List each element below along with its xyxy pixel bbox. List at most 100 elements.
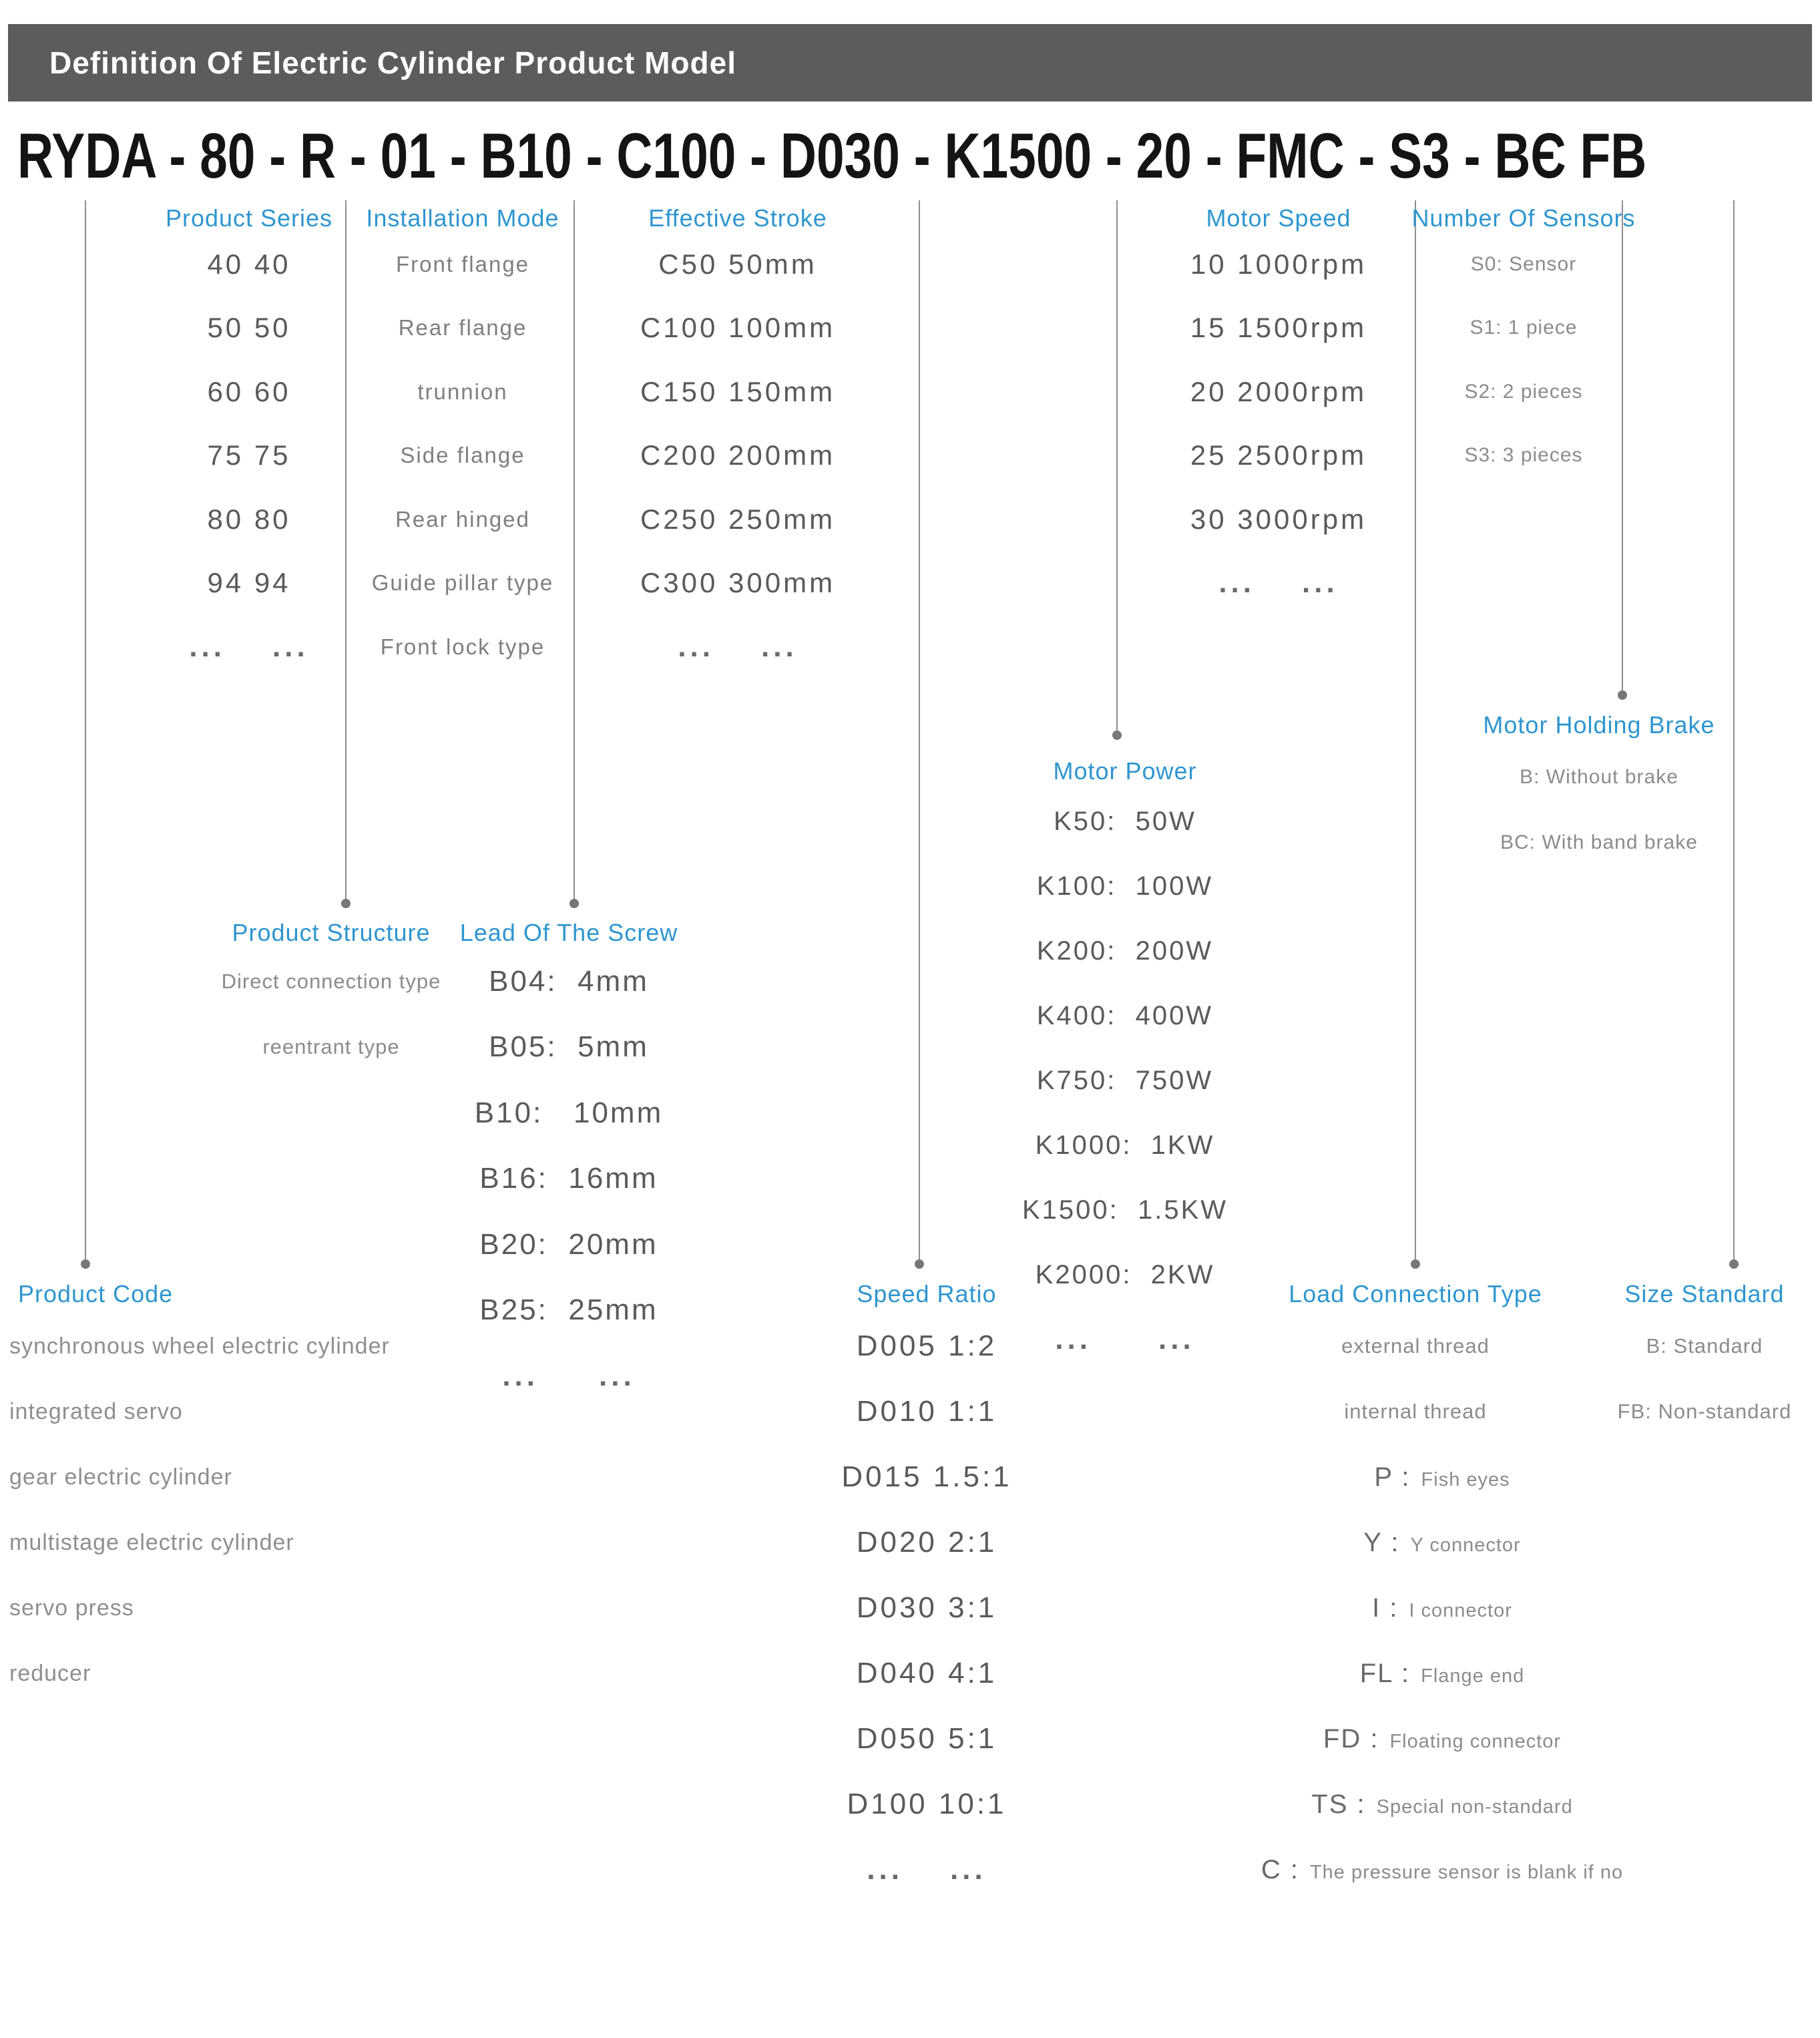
motor-speed-item: 30 3000rpm [1190,503,1367,535]
effective-stroke-item: C250 250mm [640,503,836,535]
load-connection-label: Special non-standard [1376,1796,1573,1818]
title-bar: Definition Of Electric Cylinder Product … [8,24,1812,101]
leader-line-size-standard [1733,200,1735,1259]
sensor-count-item: S2: 2 pieces [1464,381,1583,403]
load-connection-code: P : [1374,1462,1411,1492]
product-code-item: multistage electric cylinder [9,1530,294,1555]
motor-power-ellipsis: ...... [1011,1323,1238,1356]
installation-mode-item: trunnion [417,379,508,404]
load-connection-pair: FD : Floating connector [1255,1722,1629,1758]
screw-lead-ellipsis: ...... [449,1360,689,1393]
speed-ratio-item: D015 1.5:1 [841,1460,1012,1493]
heading-motor-speed: Motor Speed [1206,204,1351,232]
leader-line-motor-holding-brake [1622,200,1623,690]
product-series-ellipsis: ...... [149,630,349,664]
motor-speed-item: 20 2000rpm [1190,376,1367,407]
leader-dot-motor-holding-brake [1618,690,1627,700]
installation-mode-item: Front lock type [380,634,545,659]
ellipsis: ... [678,630,714,663]
product-series-item: 60 60 [207,376,291,407]
load-connection-item: external thread [1341,1334,1490,1358]
effective-stroke-item: C300 300mm [640,567,836,598]
size-standard-item: B: Standard [1646,1334,1763,1358]
load-connection-pair: FL : Flange end [1255,1657,1629,1693]
product-series-item: 80 80 [207,503,291,535]
heading-product-code: Product Code [18,1280,174,1307]
leader-line-product-structure [345,200,347,899]
speed-ratio-item: D010 1:1 [856,1395,997,1428]
motor-power-item: K1000: 1KW [1035,1131,1215,1160]
product-code-item: synchronous wheel electric cylinder [9,1334,390,1359]
product-code-item: servo press [9,1595,134,1621]
screw-lead-item: B25: 25mm [479,1293,658,1326]
motor-speed-ellipsis: ...... [1178,566,1379,600]
ellipsis: ... [502,1360,539,1392]
model-code: RYDA - 80 - R - 01 - B10 - C100 - D030 -… [17,120,1647,192]
ellipsis: ... [1158,1323,1195,1356]
ellipsis: ... [1218,566,1255,599]
ellipsis: ... [867,1853,903,1886]
load-connection-pair: Y : Y connector [1255,1526,1629,1562]
load-connection-label: I connector [1409,1600,1512,1621]
load-connection-code: C : [1261,1855,1299,1884]
motor-power-item: K750: 750W [1036,1066,1214,1095]
leader-dot-product-code [81,1259,90,1269]
ellipsis: ... [1055,1323,1092,1356]
leader-line-motor-power [1116,200,1118,731]
load-connection-code: Y : [1363,1528,1400,1557]
speed-ratio-item: D020 2:1 [856,1526,997,1559]
product-code-item: gear electric cylinder [9,1464,232,1490]
motor-speed-item: 15 1500rpm [1190,312,1367,343]
effective-stroke-item: C200 200mm [640,439,836,471]
ellipsis: ... [1302,566,1339,599]
speed-ratio-item: D030 3:1 [856,1591,997,1624]
ellipsis: ... [189,630,226,663]
motor-power-item: K1500: 1.5KW [1021,1195,1228,1225]
load-connection-pair: TS : Special non-standard [1255,1788,1629,1824]
load-connection-label: Floating connector [1389,1731,1562,1752]
heading-size-standard: Size Standard [1624,1280,1785,1307]
load-connection-code: TS : [1311,1790,1366,1819]
product-structure-item: reentrant type [262,1035,400,1058]
heading-effective-stroke: Effective Stroke [648,204,827,232]
motor-power-item: K2000: 2KW [1035,1260,1215,1289]
motor-power-item: K400: 400W [1036,1001,1214,1030]
leader-dot-speed-ratio [915,1259,924,1269]
heading-speed-ratio: Speed Ratio [857,1280,997,1307]
ellipsis: ... [272,630,309,663]
screw-lead-item: B05: 5mm [489,1030,649,1063]
screw-lead-item: B04: 4mm [489,965,649,998]
product-series-item: 40 40 [207,248,291,280]
load-connection-label: Y connector [1410,1535,1521,1556]
heading-product-series: Product Series [165,204,333,232]
speed-ratio-ellipsis: ...... [827,1853,1027,1886]
sensor-count-item: S0: Sensor [1470,253,1577,275]
leader-line-load-connection [1415,200,1416,1259]
effective-stroke-item: C150 150mm [640,376,836,407]
heading-installation-mode: Installation Mode [366,204,559,232]
installation-mode-item: Guide pillar type [371,570,554,595]
heading-number-of-sensors: Number Of Sensors [1411,204,1636,232]
load-connection-code: FD : [1323,1724,1379,1754]
ellipsis: ... [599,1360,636,1392]
load-connection-label: Flange end [1421,1665,1525,1687]
leader-line-lead-of-screw [574,200,575,899]
screw-lead-item: B20: 20mm [479,1228,658,1261]
effective-stroke-item: C50 50mm [658,248,817,280]
heading-motor-holding-brake: Motor Holding Brake [1483,711,1715,739]
load-connection-pair: P : Fish eyes [1255,1460,1629,1496]
installation-mode-item: Rear flange [398,315,527,340]
installation-mode-item: Front flange [395,252,530,276]
heading-motor-power: Motor Power [1053,757,1197,785]
motor-power-item: K100: 100W [1036,871,1214,901]
load-connection-code: I : [1372,1593,1399,1623]
product-series-item: 75 75 [207,439,291,471]
leader-dot-load-connection [1411,1259,1420,1269]
page-title: Definition Of Electric Cylinder Product … [49,45,736,80]
effective-stroke-ellipsis: ...... [624,630,851,664]
leader-dot-motor-power [1112,731,1122,740]
motor-speed-item: 25 2500rpm [1190,439,1367,471]
installation-mode-item: Rear hinged [395,507,530,532]
sensor-count-item: S3: 3 pieces [1464,444,1583,466]
leader-line-speed-ratio [919,200,920,1259]
